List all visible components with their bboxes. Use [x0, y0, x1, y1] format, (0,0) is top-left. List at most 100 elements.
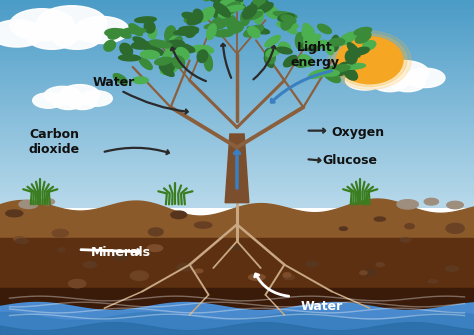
- Bar: [0, 206, 474, 208]
- Ellipse shape: [144, 21, 155, 33]
- Bar: [0, 113, 474, 114]
- Bar: [0, 189, 474, 190]
- Bar: [0, 35, 474, 37]
- Bar: [0, 81, 474, 83]
- Bar: [0, 73, 474, 74]
- Bar: [0, 147, 474, 149]
- Bar: [0, 164, 474, 166]
- Ellipse shape: [446, 223, 464, 233]
- Bar: [0, 62, 474, 64]
- Text: Minerals: Minerals: [91, 247, 151, 259]
- Ellipse shape: [200, 7, 214, 21]
- Ellipse shape: [214, 8, 224, 19]
- Ellipse shape: [354, 27, 372, 35]
- Ellipse shape: [279, 42, 291, 53]
- Bar: [0, 182, 474, 184]
- Ellipse shape: [295, 57, 312, 67]
- Ellipse shape: [363, 41, 376, 50]
- Ellipse shape: [123, 28, 146, 34]
- Ellipse shape: [37, 6, 107, 40]
- Bar: [0, 64, 474, 66]
- Bar: [0, 130, 474, 132]
- Circle shape: [333, 34, 407, 86]
- Bar: [0, 125, 474, 126]
- Ellipse shape: [194, 269, 203, 273]
- Ellipse shape: [343, 63, 365, 69]
- Ellipse shape: [258, 3, 273, 13]
- Ellipse shape: [0, 20, 45, 47]
- Ellipse shape: [147, 245, 163, 252]
- Bar: [0, 7, 474, 9]
- Bar: [0, 149, 474, 151]
- Ellipse shape: [347, 43, 360, 57]
- Ellipse shape: [159, 65, 174, 76]
- Bar: [0, 204, 474, 206]
- Bar: [0, 152, 474, 154]
- Ellipse shape: [105, 28, 123, 36]
- Ellipse shape: [209, 18, 221, 34]
- Ellipse shape: [231, 0, 243, 2]
- Bar: [0, 42, 474, 43]
- Bar: [0, 55, 474, 57]
- Ellipse shape: [19, 200, 38, 208]
- Bar: [0, 50, 474, 52]
- Ellipse shape: [214, 0, 227, 8]
- Ellipse shape: [204, 54, 212, 71]
- Ellipse shape: [283, 273, 291, 277]
- Ellipse shape: [185, 27, 196, 38]
- Bar: [0, 161, 474, 163]
- Bar: [0, 126, 474, 128]
- Bar: [0, 68, 474, 69]
- Bar: [0, 21, 474, 22]
- Bar: [0, 24, 474, 26]
- Bar: [0, 128, 474, 130]
- Bar: [0, 17, 474, 19]
- Polygon shape: [0, 313, 474, 335]
- Text: Water: Water: [92, 76, 135, 88]
- Ellipse shape: [170, 37, 182, 53]
- Bar: [0, 90, 474, 92]
- Ellipse shape: [447, 201, 463, 209]
- Ellipse shape: [81, 91, 112, 106]
- Ellipse shape: [311, 40, 327, 50]
- Ellipse shape: [323, 70, 340, 83]
- Ellipse shape: [295, 32, 305, 50]
- Ellipse shape: [194, 222, 212, 228]
- Ellipse shape: [283, 275, 294, 280]
- Ellipse shape: [147, 25, 156, 39]
- Ellipse shape: [135, 17, 156, 23]
- Bar: [0, 199, 474, 201]
- Bar: [0, 14, 474, 15]
- Bar: [0, 93, 474, 95]
- Ellipse shape: [243, 5, 257, 19]
- Ellipse shape: [360, 63, 406, 85]
- Ellipse shape: [227, 16, 237, 31]
- Ellipse shape: [44, 86, 81, 105]
- Bar: [0, 166, 474, 168]
- Bar: [0, 0, 474, 2]
- Ellipse shape: [247, 26, 270, 34]
- Bar: [0, 100, 474, 102]
- Text: Water: Water: [301, 300, 343, 313]
- Bar: [0, 102, 474, 104]
- Ellipse shape: [207, 24, 216, 40]
- Ellipse shape: [254, 0, 265, 7]
- Ellipse shape: [222, 2, 240, 15]
- Ellipse shape: [192, 45, 214, 54]
- Ellipse shape: [161, 50, 172, 66]
- Ellipse shape: [133, 37, 146, 45]
- Bar: [0, 57, 474, 59]
- Ellipse shape: [281, 15, 296, 23]
- Bar: [0, 123, 474, 125]
- Ellipse shape: [68, 95, 97, 110]
- Ellipse shape: [306, 261, 319, 267]
- Bar: [0, 12, 474, 14]
- Ellipse shape: [265, 50, 275, 64]
- Bar: [0, 28, 474, 29]
- Ellipse shape: [200, 0, 212, 1]
- Ellipse shape: [197, 50, 208, 63]
- Ellipse shape: [318, 24, 331, 34]
- Bar: [0, 45, 474, 47]
- Bar: [0, 26, 474, 28]
- Ellipse shape: [120, 43, 133, 56]
